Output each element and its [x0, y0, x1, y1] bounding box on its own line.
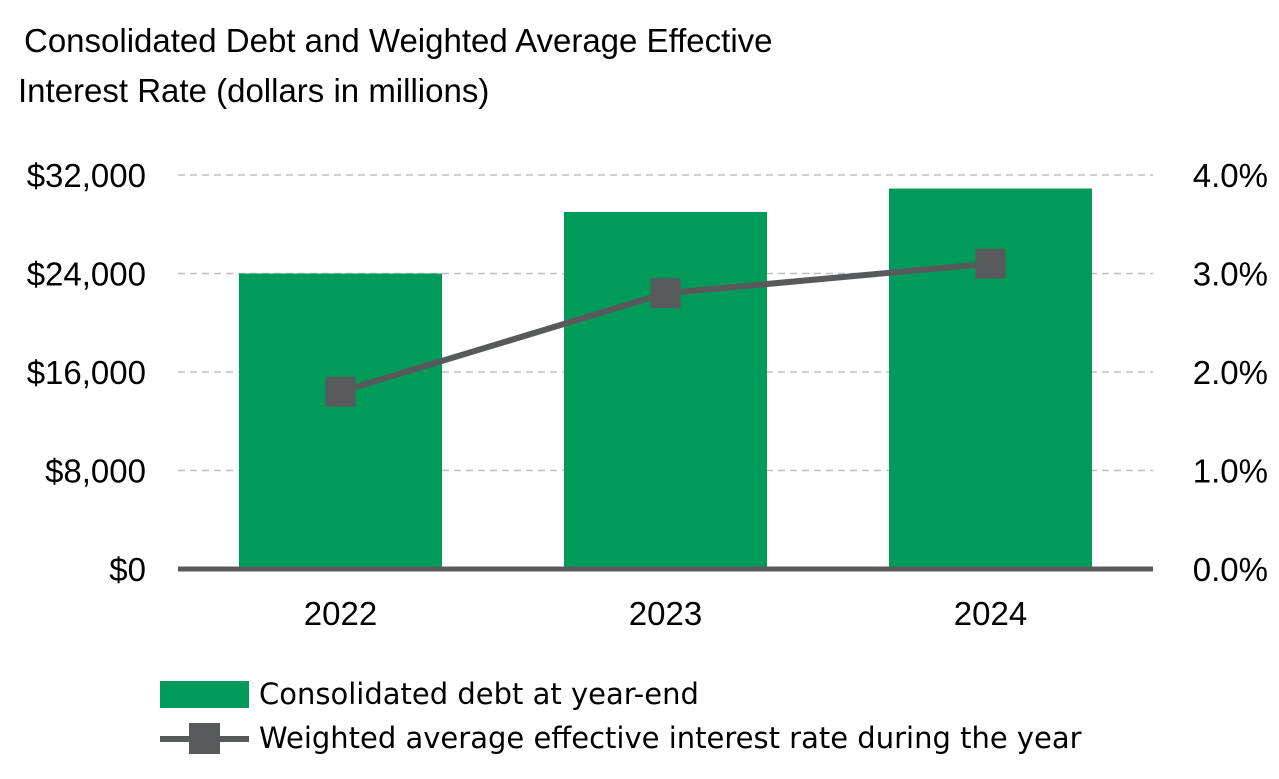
right-tick-label-4: 4.0% — [1193, 157, 1268, 194]
legend-item-debt: Consolidated debt at year-end — [160, 672, 1082, 716]
right-axis-labels: 0.0% 1.0% 2.0% 3.0% 4.0% — [1193, 157, 1268, 588]
left-tick-label-3: $24,000 — [27, 256, 146, 293]
legend: Consolidated debt at year-end Weighted a… — [160, 672, 1082, 760]
x-tick-label-2024: 2024 — [954, 595, 1027, 632]
right-tick-label-2: 2.0% — [1193, 354, 1268, 391]
left-tick-label-1: $8,000 — [45, 453, 146, 490]
left-tick-label-2: $16,000 — [27, 354, 146, 391]
legend-label-rate: Weighted average effective interest rate… — [259, 721, 1082, 755]
x-axis-labels: 2022 2023 2024 — [304, 595, 1027, 632]
rate-marker-2024 — [975, 248, 1006, 279]
rate-line-series — [325, 248, 1006, 407]
rate-marker-2023 — [650, 278, 681, 309]
legend-bar-swatch — [160, 680, 249, 708]
legend-square-marker — [189, 722, 220, 754]
legend-line-swatch — [160, 722, 249, 754]
right-tick-label-3: 3.0% — [1193, 256, 1268, 293]
right-tick-label-1: 1.0% — [1193, 453, 1268, 490]
x-tick-label-2022: 2022 — [304, 595, 377, 632]
chart-title-line-2: Interest Rate (dollars in millions) — [18, 72, 490, 109]
rate-marker-2022 — [325, 376, 356, 407]
legend-label-debt: Consolidated debt at year-end — [259, 677, 699, 711]
x-tick-label-2023: 2023 — [629, 595, 702, 632]
left-tick-label-4: $32,000 — [27, 157, 146, 194]
bar-2023 — [564, 211, 767, 569]
legend-item-rate: Weighted average effective interest rate… — [160, 716, 1082, 760]
bar-2022 — [239, 273, 442, 569]
left-tick-label-0: $0 — [109, 551, 146, 588]
bar-series — [239, 188, 1092, 569]
chart-title-line-1: Consolidated Debt and Weighted Average E… — [24, 22, 773, 59]
chart-title: Consolidated Debt and Weighted Average E… — [18, 16, 1018, 116]
right-tick-label-0: 0.0% — [1193, 551, 1268, 588]
bar-2024 — [889, 188, 1092, 569]
left-axis-labels: $0 $8,000 $16,000 $24,000 $32,000 — [27, 157, 146, 588]
